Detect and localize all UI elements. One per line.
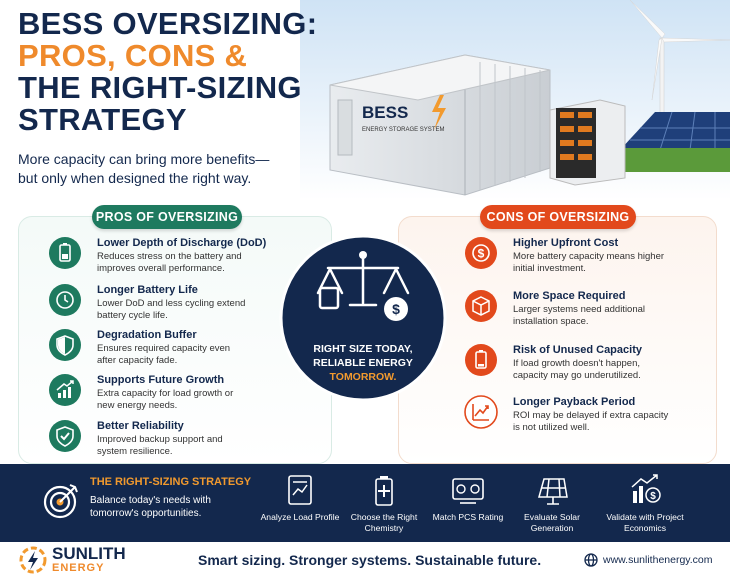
item-title: Supports Future Growth: [97, 374, 225, 386]
cons-heading: CONS OF OVERSIZING: [480, 205, 636, 229]
item-description: Lower DoD and less cycling extend batter…: [97, 298, 246, 321]
strategy-step: Choose the Right Chemistry: [336, 473, 432, 533]
container: [329, 54, 551, 196]
item-title: Longer Battery Life: [97, 284, 198, 296]
strategy-step: $ Validate with Project Economics: [597, 473, 693, 533]
list-item: Better Reliability Improved backup suppor…: [48, 419, 278, 467]
list-item: Longer Battery Life Lower DoD and less cy…: [48, 283, 278, 331]
list-item: Degradation Buffer Ensures required capac…: [48, 328, 278, 376]
item-description: Larger systems need additional installat…: [513, 304, 646, 327]
title-line: BESS OVERSIZING:: [18, 6, 318, 41]
step-icon: [288, 475, 312, 505]
center-line: TOMORROW.: [329, 371, 397, 383]
item-title: Lower Depth of Discharge (DoD): [97, 237, 267, 249]
item-title: Risk of Unused Capacity: [513, 344, 642, 356]
step-label: Analyze Load Profile: [260, 512, 340, 522]
step-icon: [452, 478, 484, 504]
step-label: Evaluate Solar Generation: [524, 512, 580, 533]
brand-name: SUNLITH: [52, 544, 126, 563]
illustration: BESS ENERGY STORAGE SYSTEM: [300, 0, 730, 200]
logo-icon: [19, 546, 47, 574]
subtitle: More capacity can bring more benefits—bu…: [18, 151, 270, 186]
list-item: Longer Payback Period ROI may be delayed …: [464, 395, 694, 443]
globe-icon: [584, 553, 598, 567]
step-icon: [538, 478, 568, 505]
item-description: Reduces stress on the battery and improv…: [97, 251, 242, 274]
title-line: THE RIGHT-SIZING STRATEGY: [18, 70, 302, 137]
step-label: Choose the Right Chemistry: [350, 512, 418, 533]
svg-text:$: $: [478, 247, 485, 261]
item-description: Ensures required capacity even after cap…: [97, 343, 231, 366]
list-item: Lower Depth of Discharge (DoD) Reduces st…: [48, 236, 278, 284]
item-description: If load growth doesn't happen, capacity …: [513, 358, 641, 381]
strategy-step: Analyze Load Profile: [252, 473, 348, 523]
item-icon: $: [465, 237, 497, 269]
item-description: Extra capacity for load growth or new en…: [97, 388, 234, 411]
battery-cabinet: [549, 99, 626, 186]
item-description: Improved backup support and system resil…: [97, 434, 223, 457]
item-description: More battery capacity means higher initi…: [513, 251, 665, 274]
item-icon: [49, 329, 81, 361]
item-title: More Space Required: [513, 290, 626, 302]
pros-heading: PROS OF OVERSIZING: [92, 205, 242, 229]
title: BESS OVERSIZING: PROS, CONS & THE RIGHT-…: [18, 8, 328, 136]
list-item: $ Higher Upfront Cost More battery capacit…: [464, 236, 694, 284]
strategy-step: Match PCS Rating: [420, 473, 516, 523]
target-icon: [43, 484, 78, 519]
item-description: ROI may be delayed if extra capacity is …: [513, 410, 669, 433]
container-sublabel: ENERGY STORAGE SYSTEM: [362, 127, 444, 133]
list-item: Risk of Unused Capacity If load growth do…: [464, 343, 694, 391]
strategy-description: Balance today's needs with tomorrow's op…: [90, 495, 211, 519]
list-item: More Space Required Larger systems need a…: [464, 289, 694, 337]
step-icon: $: [631, 474, 661, 503]
item-title: Better Reliability: [97, 420, 184, 432]
strategy-title: THE RIGHT-SIZING STRATEGY: [90, 476, 252, 488]
center-text: RIGHT SIZE TODAY, RELIABLE ENERGY TOMORR…: [300, 342, 426, 384]
title-line: PROS, CONS &: [18, 38, 248, 73]
item-icon: [465, 344, 497, 376]
center-badge: $: [279, 234, 447, 402]
item-title: Higher Upfront Cost: [513, 237, 619, 249]
item-icon: [49, 237, 81, 269]
item-icon: [49, 420, 81, 452]
tagline: Smart sizing. Stronger systems. Sustaina…: [198, 552, 542, 568]
item-icon: [465, 290, 497, 322]
brand-sub: ENERGY: [52, 562, 105, 574]
step-label: Validate with Project Economics: [606, 512, 684, 533]
item-icon: [49, 284, 81, 316]
website[interactable]: www.sunlithenergy.com: [603, 554, 713, 566]
item-icon: [49, 374, 81, 406]
item-title: Longer Payback Period: [513, 396, 636, 408]
svg-text:$: $: [650, 491, 656, 502]
step-label: Match PCS Rating: [432, 512, 504, 522]
item-title: Degradation Buffer: [97, 329, 197, 341]
strategy-band: [0, 464, 730, 542]
list-item: Supports Future Growth Extra capacity for…: [48, 373, 278, 421]
svg-text:$: $: [392, 301, 400, 317]
center-line: RIGHT SIZE TODAY, RELIABLE ENERGY: [313, 343, 413, 369]
strategy-step: Evaluate Solar Generation: [504, 473, 600, 533]
step-icon: [375, 476, 393, 506]
item-icon: [464, 395, 498, 429]
container-label: BESS: [362, 103, 408, 122]
